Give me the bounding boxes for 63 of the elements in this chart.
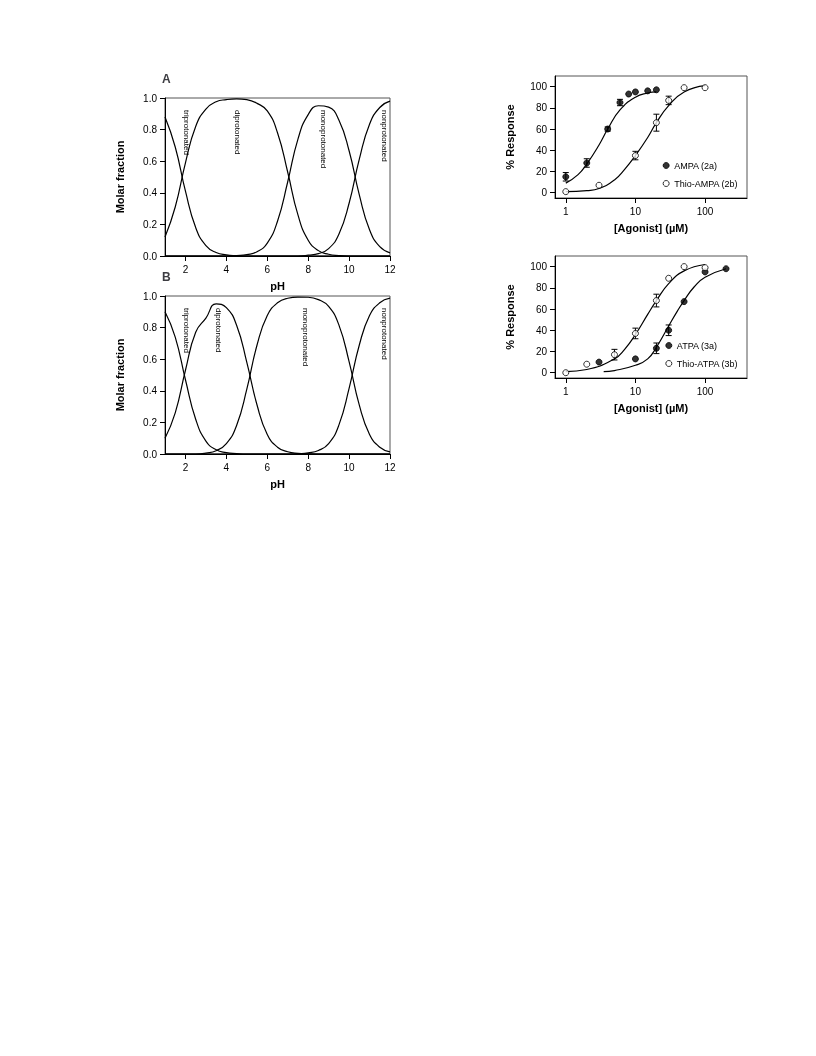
y-tick-label: 0.4 [143, 187, 158, 199]
y-tick-label: 60 [535, 303, 548, 315]
x-axis-title: pH [270, 279, 285, 292]
x-tick-label: 2 [182, 461, 189, 473]
y-tick-label: 0 [541, 187, 548, 199]
x-tick-label: 10 [629, 385, 642, 397]
y-tick-label: 0 [541, 367, 548, 379]
x-tick-label: 2 [182, 263, 189, 275]
x-tick-label: 10 [343, 461, 356, 473]
x-tick-label: 10 [343, 263, 356, 275]
y-tick-label: 60 [535, 123, 548, 135]
x-axis-title: pH [270, 477, 285, 490]
x-tick-label: 6 [264, 461, 271, 473]
x-tick-label: 12 [384, 263, 396, 275]
y-axis-title: % Response [503, 284, 516, 350]
y-tick-label: 80 [535, 282, 548, 294]
legend-label: AMPA (2a) [674, 160, 718, 171]
x-tick-label: 100 [696, 205, 714, 217]
y-tick-label: 0.2 [143, 416, 158, 428]
x-tick-label: 8 [305, 263, 312, 275]
x-tick-label: 1 [563, 205, 570, 217]
y-tick-label: 40 [535, 144, 548, 156]
x-tick-label: 12 [384, 461, 396, 473]
x-tick-label: 4 [223, 263, 230, 275]
y-tick-label: 100 [530, 81, 548, 93]
text: monoprotonated [300, 308, 310, 367]
y-axis-title: Molar fraction [113, 338, 126, 412]
text: diprotonated [213, 308, 223, 353]
text: triprotonated [181, 308, 191, 353]
text: triprotonated [181, 110, 191, 155]
y-axis-title: % Response [503, 104, 516, 170]
chart-title: B [162, 270, 171, 284]
chart-title: A [162, 72, 171, 86]
legend-label: ATPA (3a) [676, 340, 718, 351]
y-tick-label: 0.0 [143, 250, 158, 262]
x-tick-label: 4 [223, 461, 230, 473]
y-tick-label: 1.0 [143, 92, 158, 104]
x-axis-title: [Agonist] (µM) [613, 401, 689, 414]
text: nonprotonated [380, 308, 390, 360]
legend-label: Thio-AMPA (2b) [674, 178, 738, 189]
y-tick-label: 20 [535, 345, 548, 357]
y-tick-label: 80 [535, 102, 548, 114]
x-tick-label: 1 [563, 385, 570, 397]
y-tick-label: 1.0 [143, 290, 158, 302]
y-tick-label: 0.6 [143, 155, 158, 167]
x-tick-label: 100 [696, 385, 714, 397]
y-tick-label: 0.0 [143, 448, 158, 460]
y-axis-title: Molar fraction [113, 140, 126, 214]
y-tick-label: 40 [535, 324, 548, 336]
y-tick-label: 0.6 [143, 353, 158, 365]
y-tick-label: 20 [535, 165, 548, 177]
x-tick-label: 6 [264, 263, 271, 275]
y-tick-label: 0.2 [143, 218, 158, 230]
x-tick-label: 10 [629, 205, 642, 217]
text: nonprotonated [380, 110, 390, 162]
y-tick-label: 0.4 [143, 385, 158, 397]
x-axis-title: [Agonist] (µM) [613, 221, 689, 234]
text: monoprotonated [319, 110, 329, 169]
text: diprotonated [233, 110, 243, 155]
legend-label: Thio-ATPA (3b) [676, 358, 738, 369]
y-tick-label: 0.8 [143, 124, 158, 136]
x-tick-label: 8 [305, 461, 312, 473]
y-tick-label: 0.8 [143, 322, 158, 334]
